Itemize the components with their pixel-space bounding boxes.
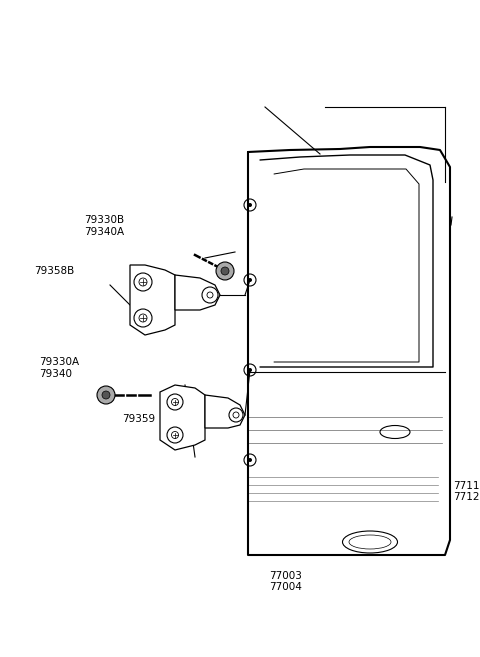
Circle shape	[216, 262, 234, 280]
Circle shape	[167, 427, 183, 443]
Circle shape	[167, 394, 183, 410]
Text: 77003
77004: 77003 77004	[269, 571, 302, 592]
Circle shape	[248, 368, 252, 372]
Circle shape	[248, 278, 252, 282]
Circle shape	[248, 203, 252, 207]
Circle shape	[97, 386, 115, 404]
Polygon shape	[160, 385, 205, 450]
Text: 79358B: 79358B	[35, 266, 75, 277]
Circle shape	[229, 408, 243, 422]
Circle shape	[134, 273, 152, 291]
Text: 79330B
79340A: 79330B 79340A	[84, 215, 125, 237]
Polygon shape	[175, 275, 220, 310]
Circle shape	[102, 391, 110, 399]
Circle shape	[221, 267, 229, 275]
Circle shape	[134, 309, 152, 327]
Text: 77111
77121: 77111 77121	[454, 481, 480, 502]
Circle shape	[202, 287, 218, 303]
Text: 79330A
79340: 79330A 79340	[39, 357, 80, 378]
Circle shape	[248, 458, 252, 462]
Text: 79359: 79359	[122, 414, 156, 424]
Polygon shape	[130, 265, 175, 335]
Polygon shape	[205, 395, 245, 428]
